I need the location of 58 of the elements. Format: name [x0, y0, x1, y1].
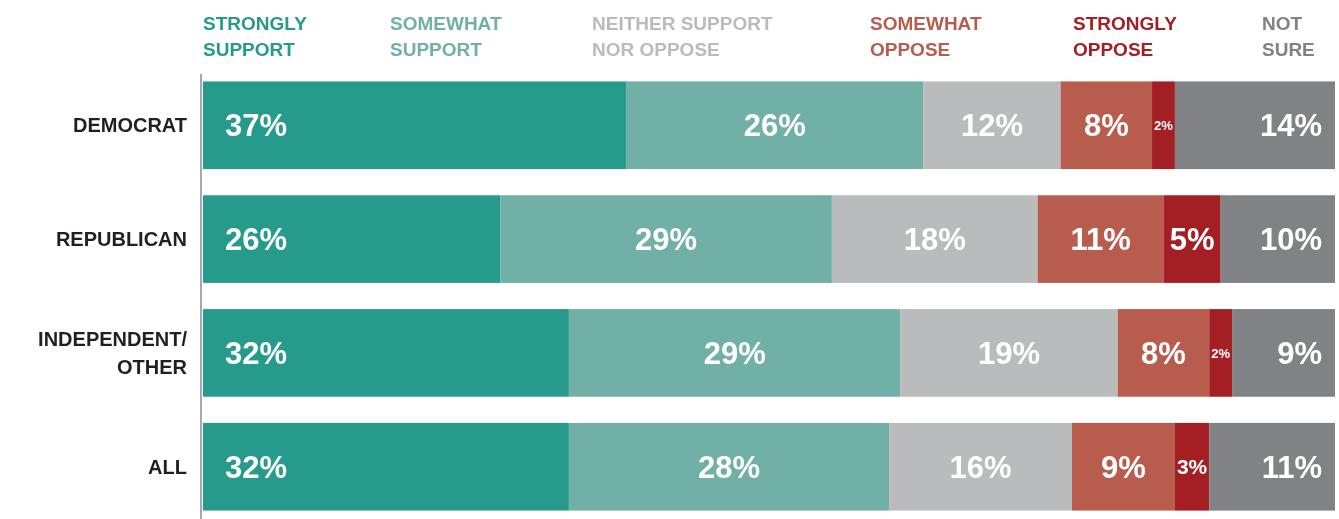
bar	[1163, 195, 1221, 283]
y-tick-label: INDEPENDENT/ OTHER	[38, 328, 188, 379]
data-label: 8%	[1141, 336, 1186, 372]
y-tick-label: DEMOCRAT	[72, 114, 187, 137]
y-tick-label: ALL	[148, 455, 187, 478]
data-label: 26%	[225, 222, 288, 258]
bar	[1209, 422, 1335, 511]
data-label: 29%	[635, 222, 698, 258]
text: SOMEWHAT SUPPORT	[390, 13, 502, 60]
bar	[568, 309, 901, 397]
y-tick-label: REPUBLICAN	[55, 228, 187, 251]
text: NEITHER SUPPORT NOR OPPOSE	[592, 13, 773, 60]
data-label: 12%	[960, 108, 1023, 144]
data-label: 37%	[225, 108, 288, 144]
data-label: 32%	[225, 449, 288, 485]
bar	[889, 422, 1073, 511]
bar	[900, 309, 1118, 397]
bar	[1037, 195, 1164, 283]
data-label: 11%	[1261, 449, 1322, 485]
data-label: 19%	[978, 336, 1041, 372]
data-label: 11%	[1070, 222, 1131, 258]
bar	[1232, 309, 1335, 397]
bar	[1174, 81, 1335, 170]
bar	[203, 81, 627, 170]
data-label: 3%	[1176, 455, 1208, 479]
bar	[568, 422, 890, 511]
bar	[1152, 81, 1175, 170]
bar	[626, 81, 924, 170]
data-label: 2%	[1211, 345, 1231, 361]
bar	[1209, 309, 1233, 397]
bar	[1117, 309, 1210, 397]
bar	[1220, 195, 1335, 283]
bar	[1060, 81, 1153, 170]
bar	[203, 309, 569, 397]
bar	[1072, 422, 1175, 511]
bar	[203, 195, 501, 283]
data-label: 32%	[225, 336, 288, 372]
bar	[831, 195, 1038, 283]
data-label: 5%	[1169, 222, 1215, 258]
data-label: 28%	[697, 449, 760, 485]
series-label: NOT SURE	[1262, 13, 1315, 60]
data-label: 18%	[903, 222, 966, 258]
series-label: STRONGLY SUPPORT	[203, 13, 308, 60]
data-label: 8%	[1083, 108, 1129, 144]
bar	[500, 195, 832, 283]
series-label: STRONGLY OPPOSE	[1073, 13, 1178, 60]
bar	[1174, 422, 1210, 511]
bar	[203, 422, 569, 511]
data-label: 29%	[703, 336, 766, 372]
data-label: 14%	[1259, 108, 1322, 144]
data-label: 16%	[949, 449, 1012, 485]
bar	[923, 81, 1061, 170]
data-label: 26%	[743, 108, 806, 144]
data-label: 9%	[1101, 449, 1146, 485]
text: SOMEWHAT OPPOSE	[870, 13, 982, 60]
data-label: 2%	[1154, 117, 1174, 133]
data-label: 9%	[1277, 336, 1322, 372]
data-label: 10%	[1259, 222, 1322, 258]
